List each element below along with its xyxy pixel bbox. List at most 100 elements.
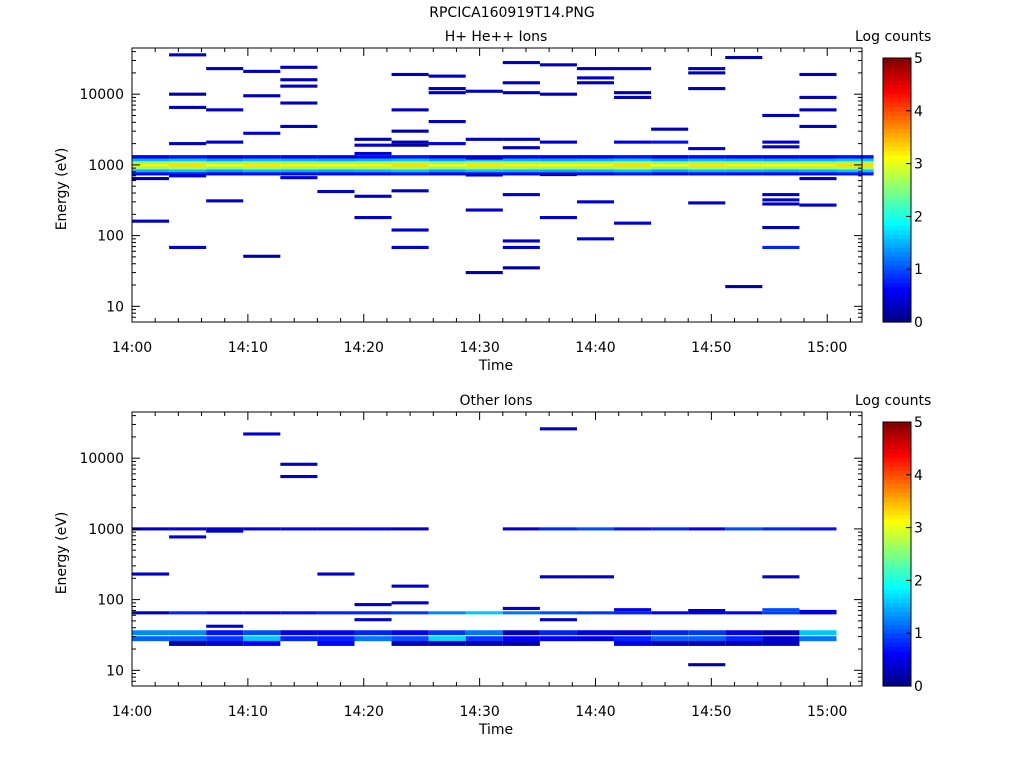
panel1-band-cell [206,172,244,176]
panel1-xtick-label: 14:30 [459,340,499,356]
panel1-colorbar-segment [883,75,911,81]
panel1-band-cell [317,160,355,164]
panel1-band-cell [132,168,170,173]
panel1-cell [725,55,763,60]
panel2-column-cell [651,640,689,646]
panel2-colorbar-segment [883,523,911,529]
panel1-band-cell [688,166,726,170]
panel1-cell [799,203,837,207]
panel2-colorbar-segment [883,461,911,467]
panel1-cell [502,61,540,65]
panel1-cell [465,173,503,177]
panel2-column-cell [614,636,652,642]
panel2-colorbar-segment [883,558,911,564]
panel1-cell [576,200,615,204]
panel1-xtick-label: 14:00 [112,340,152,356]
panel2-column-cell [354,630,392,636]
panel1-band-cell [243,157,281,162]
panel2-column-cell [169,611,207,615]
panel1-band-cell [317,166,355,170]
panel1-band-cell [614,168,652,173]
panel1-band-cell [169,163,207,167]
panel2-colorbar-segment [883,589,911,595]
panel2-colorbar-tick-label: 0 [914,679,923,695]
panel2-column-cell [539,527,577,531]
panel1-colorbar-tick-label: 4 [914,104,923,120]
panel1-colorbar-segment [883,203,911,209]
panel1-band-cell [206,166,244,170]
panel1-colorbar-segment [883,278,911,283]
panel1-cell [354,215,392,220]
panel1-cell [354,137,392,141]
panel1-cell [428,142,466,146]
panel1-colorbar-tick-label: 1 [914,262,923,278]
panel1-band-cell [799,166,837,170]
panel1-band-cell [280,172,318,176]
panel1-cell [614,221,652,225]
panel2-colorbar-segment [883,615,911,621]
panel2-xtick-label: 14:00 [112,704,152,720]
panel1-band-cell [132,166,170,170]
panel1-cell [502,266,540,270]
panel1-band-cell [465,166,503,170]
panel2-colorbar-segment [883,483,911,489]
panel1-cell [762,193,800,197]
panel1-band-cell [169,168,207,173]
panel1-cell [169,142,207,146]
panel2-colorbar-segment [883,549,911,555]
panel1-band-cell [502,163,540,167]
panel2-colorbar-segment [883,527,911,533]
panel1-band-cell [614,160,652,164]
panel1-band-cell [132,160,170,164]
panel1-band-cell [465,168,503,173]
panel1-colorbar-segment [883,185,911,191]
panel1-band-cell [428,168,466,173]
panel1-band-cell [280,163,318,167]
panel2-ytick-label: 10000 [79,451,124,467]
panel1-ytick-label: 10 [106,299,124,315]
colorbar2-label: Log counts [855,393,932,409]
panel1-band-cell [206,160,244,164]
panel1-cell [614,67,652,71]
panel1-cell [762,225,800,230]
panel1-band-cell [243,168,281,173]
panel1-band-cell [651,160,689,164]
panel1-colorbar-segment [883,128,911,134]
panel1-cell [428,91,466,95]
panel1-cell [280,78,318,82]
panel1-colorbar-segment [883,229,911,235]
panel1-colorbar-segment [883,212,911,217]
panel2-colorbar-segment [883,624,911,630]
panel1-cell [651,127,689,131]
panel1-band-cell [651,168,689,173]
panel2-colorbar-segment [883,611,911,617]
panel2-colorbar-segment [883,677,911,683]
panel1-cell [539,92,577,96]
panel1-band-cell [688,155,726,159]
panel1-cell [465,137,503,141]
panel1-band-cell [539,163,577,167]
panel2-column-cell [651,611,689,615]
panel1-ytick-label: 1000 [88,158,124,174]
panel2-cell [280,474,318,479]
panel2-column-cell [243,640,281,646]
panel1-band-cell [169,160,207,164]
panel1-band-cell [502,172,540,176]
panel1-band-cell [725,166,763,170]
panel2-colorbar-tick-label: 3 [914,521,923,537]
panel1-band-cell [502,166,540,170]
panel1-colorbar-segment [883,207,911,213]
panel1-colorbar-segment [883,238,911,244]
panel1-cell [391,143,429,147]
panel1-band-cell [169,172,207,176]
panel2-column-cell [465,630,503,636]
panel2-colorbar-segment [883,426,911,432]
panel2-colorbar-segment [883,510,911,515]
panel2-column-cell [354,636,392,642]
panel1-band-cell [428,155,466,159]
panel2-colorbar-segment [883,532,911,537]
panel2-colorbar-segment [883,655,911,661]
panel1-band-cell [725,172,763,176]
panel1-band-cell [762,166,800,170]
panel1-colorbar-tick-label: 0 [914,315,923,331]
